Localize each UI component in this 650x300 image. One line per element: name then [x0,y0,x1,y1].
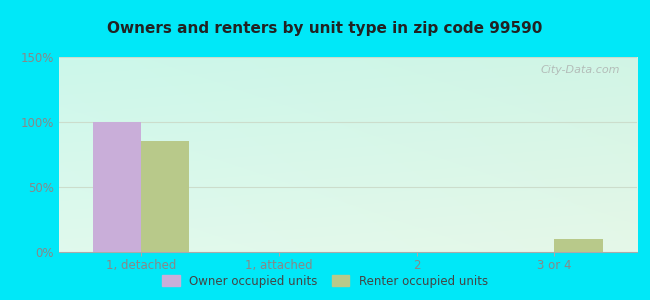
Legend: Owner occupied units, Renter occupied units: Owner occupied units, Renter occupied un… [159,271,491,291]
Bar [554,239,603,252]
Bar [141,142,189,252]
Text: Owners and renters by unit type in zip code 99590: Owners and renters by unit type in zip c… [107,21,543,36]
Text: City-Data.com: City-Data.com [540,65,619,75]
Bar [93,122,141,252]
